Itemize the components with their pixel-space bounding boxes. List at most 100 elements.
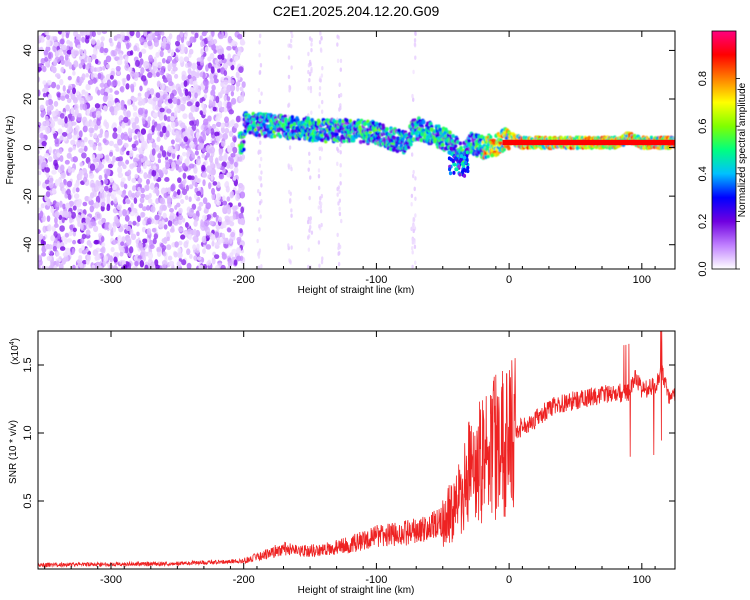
noise-blob <box>115 220 121 228</box>
noise-blob <box>61 44 67 51</box>
streak-blob <box>336 232 339 238</box>
streak-blob <box>410 202 413 207</box>
noise-blob <box>48 52 52 60</box>
noise-blob <box>146 178 150 185</box>
streak-blob <box>340 218 343 224</box>
noise-blob <box>90 183 96 188</box>
noise-blob <box>82 103 88 111</box>
streak-blob <box>413 240 416 245</box>
noise-blob <box>78 174 83 180</box>
noise-blob <box>214 231 220 238</box>
noise-blob <box>122 264 128 269</box>
noise-blob <box>122 164 127 170</box>
streak-blob <box>317 185 321 191</box>
streak-blob <box>287 163 290 168</box>
noise-blob <box>224 116 230 124</box>
noise-blob <box>131 121 137 130</box>
noise-blob <box>101 159 106 165</box>
noise-blob <box>124 35 130 41</box>
noise-blob <box>93 239 99 245</box>
noise-blob <box>128 246 134 254</box>
streak-blob <box>258 99 262 105</box>
colorbar-label: Normalized spectral amplitude <box>737 82 748 217</box>
noise-blob <box>208 98 213 107</box>
noise-blob <box>100 201 106 207</box>
noise-blob <box>112 225 117 233</box>
noise-blob <box>207 174 211 180</box>
noise-blob <box>46 215 51 222</box>
noise-blob <box>130 233 137 241</box>
noise-blob <box>173 220 179 226</box>
ridge-cell <box>306 116 310 121</box>
noise-blob <box>127 127 132 135</box>
noise-blob <box>77 112 82 118</box>
noise-blob <box>157 61 162 69</box>
noise-blob <box>208 182 212 190</box>
noise-blob <box>67 75 72 81</box>
noise-blob <box>183 136 188 143</box>
noise-blob <box>172 66 178 72</box>
noise-blob <box>83 176 88 183</box>
streak-blob <box>339 58 343 64</box>
noise-blob <box>200 219 204 227</box>
noise-blob <box>182 96 187 102</box>
noise-blob <box>152 237 157 245</box>
noise-blob <box>207 62 213 69</box>
streak-blob <box>336 34 339 39</box>
ridge-dip <box>448 171 453 176</box>
streak-blob <box>317 168 321 173</box>
noise-blob <box>79 262 84 269</box>
colorbar-tick-label: 0.4 <box>697 166 709 181</box>
streak-blob <box>320 147 324 152</box>
noise-blob <box>115 146 120 152</box>
noise-blob <box>105 168 111 177</box>
noise-blob <box>129 31 135 37</box>
noise-blob <box>170 139 175 145</box>
noise-blob <box>198 201 204 207</box>
noise-blob <box>133 71 140 79</box>
noise-blob <box>210 174 214 181</box>
ridge-cell <box>358 140 363 145</box>
noise-blob <box>73 193 80 200</box>
noise-blob <box>191 124 197 132</box>
ridge-cell <box>342 136 346 141</box>
noise-blob <box>150 261 155 268</box>
streak-blob <box>307 167 310 172</box>
ridge-cell <box>479 137 483 142</box>
noise-blob <box>95 195 101 204</box>
noise-blob <box>221 53 225 61</box>
noise-blob <box>132 161 138 168</box>
streak-blob <box>319 47 323 52</box>
noise-blob <box>105 154 110 162</box>
noise-blob <box>117 125 122 134</box>
noise-blob <box>189 36 194 44</box>
noise-blob <box>74 103 79 111</box>
streak-blob <box>410 193 414 199</box>
noise-blob <box>91 154 96 160</box>
noise-blob <box>215 135 221 142</box>
noise-blob <box>100 205 105 212</box>
ridge-cell <box>255 130 260 135</box>
streak-blob <box>411 173 415 179</box>
noise-blob <box>126 238 132 246</box>
noise-blob <box>195 158 201 166</box>
noise-blob <box>175 40 181 47</box>
noise-blob <box>147 116 151 122</box>
noise-blob <box>168 260 175 267</box>
noise-blob <box>195 119 200 127</box>
noise-blob <box>52 245 57 252</box>
noise-blob <box>227 53 231 60</box>
streak-blob <box>321 256 324 261</box>
streak-blob <box>338 82 341 87</box>
noise-blob <box>188 233 192 241</box>
noise-blob <box>61 131 68 137</box>
noise-blob <box>236 255 242 262</box>
noise-blob <box>89 163 96 171</box>
noise-blob <box>154 259 159 267</box>
noise-blob <box>147 251 154 260</box>
streak-blob <box>257 188 260 194</box>
noise-blob <box>44 56 49 62</box>
ridge-cell <box>440 142 445 147</box>
streak-blob <box>413 244 417 250</box>
